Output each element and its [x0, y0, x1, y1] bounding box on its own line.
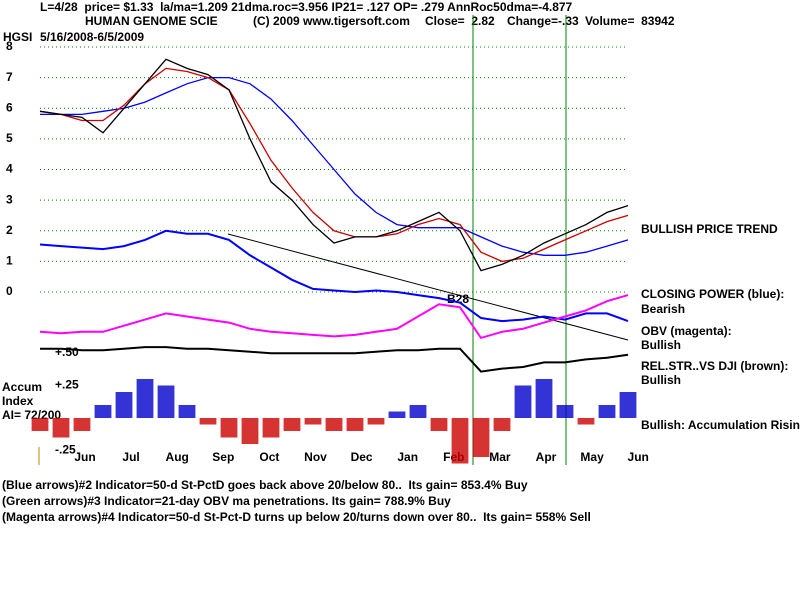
accum-bar	[31, 418, 49, 431]
series-line	[40, 76, 629, 256]
y-tick-label: 2	[6, 223, 13, 237]
accum-bar	[115, 392, 133, 418]
accum-bar	[325, 418, 343, 431]
accum-bar	[388, 411, 406, 418]
accum-label: Index	[2, 394, 34, 408]
right-label: Bullish: Accumulation Rising	[641, 418, 800, 432]
y-tick-label: 8	[6, 39, 13, 53]
accum-bar	[241, 418, 259, 444]
x-tick-label: Dec	[351, 450, 373, 464]
series-line	[39, 229, 629, 323]
x-tick-label: Oct	[259, 450, 279, 464]
accum-bar	[367, 418, 385, 425]
symbol: HGSI	[3, 30, 32, 44]
accum-bar	[136, 379, 154, 418]
x-tick-label: Nov	[304, 450, 327, 464]
volume: Volume= 83942	[585, 14, 675, 28]
y-tick-label: 4	[6, 162, 13, 176]
right-label: Bearish	[641, 302, 685, 316]
series-line	[39, 67, 629, 263]
y-tick-label: 1	[6, 254, 13, 268]
accum-label: Accum	[2, 380, 42, 394]
accum-bar	[493, 418, 511, 431]
accum-bar	[619, 392, 637, 418]
accum-bar	[157, 385, 175, 418]
accum-bar	[220, 418, 238, 438]
accum-bar	[535, 379, 553, 418]
accum-bar	[73, 418, 91, 431]
accum-bar	[556, 405, 574, 418]
y-tick-label: 7	[6, 70, 13, 84]
accum-bar	[94, 405, 112, 418]
accum-bar	[304, 418, 322, 425]
x-tick-label: Sep	[212, 450, 234, 464]
company: HUMAN GENOME SCIE	[85, 14, 218, 28]
accum-bar	[472, 418, 490, 457]
x-tick-label: May	[580, 450, 604, 464]
right-label: BULLISH PRICE TREND	[641, 222, 778, 236]
x-tick-label: Jun	[74, 450, 95, 464]
accum-tick-label: -.25	[55, 443, 76, 457]
x-tick-label: Apr	[536, 450, 557, 464]
accum-bar	[199, 418, 217, 425]
x-tick-label: Jun	[628, 450, 649, 464]
note: (Magenta arrows)#4 Indicator=50-d St-Pct…	[2, 510, 591, 524]
accum-tick-label: +.25	[55, 378, 79, 392]
accum-bar	[178, 405, 196, 418]
right-label: Bullish	[641, 338, 681, 352]
header: L=4/28 price= $1.33 la/ma=1.209 21dma.ro…	[40, 0, 573, 14]
y-tick-label: 0	[6, 284, 13, 298]
x-tick-label: Jul	[122, 450, 139, 464]
accum-bar	[346, 418, 364, 431]
accum-bar	[52, 418, 70, 438]
accum-bar	[430, 418, 448, 431]
note: (Blue arrows)#2 Indicator=50-d St-PctD g…	[2, 478, 528, 492]
right-label: REL.STR..VS DJI (brown):	[641, 359, 788, 373]
note: (Green arrows)#3 Indicator=21-day OBV ma…	[2, 494, 451, 508]
right-label: CLOSING POWER (blue):	[641, 287, 784, 301]
x-tick-label: Mar	[489, 450, 511, 464]
accum-bar	[409, 405, 427, 418]
annotation: B28	[447, 292, 469, 306]
accum-bar	[451, 418, 469, 464]
change: Change=-.33	[507, 14, 579, 28]
right-label: OBV (magenta):	[641, 324, 732, 338]
series-line	[39, 58, 629, 272]
accum-bar	[514, 385, 532, 418]
right-label: Bullish	[641, 373, 681, 387]
copyright: (C) 2009 www.tigersoft.com	[253, 14, 410, 28]
accum-bar	[577, 418, 595, 425]
x-tick-label: Jan	[397, 450, 418, 464]
close: Close= 2.82	[425, 14, 495, 28]
accum-bar	[283, 418, 301, 431]
trend-line	[227, 233, 629, 341]
series-line	[39, 294, 629, 340]
y-tick-label: 6	[6, 100, 13, 114]
date-range: 5/16/2008-6/5/2009	[40, 30, 144, 44]
accum-bar	[598, 405, 616, 418]
y-tick-label: 5	[6, 131, 13, 145]
accum-bar	[262, 418, 280, 438]
accum-tick-label: +.50	[55, 345, 79, 359]
series-line	[40, 346, 629, 373]
x-tick-label: Aug	[166, 450, 189, 464]
y-tick-label: 3	[6, 192, 13, 206]
